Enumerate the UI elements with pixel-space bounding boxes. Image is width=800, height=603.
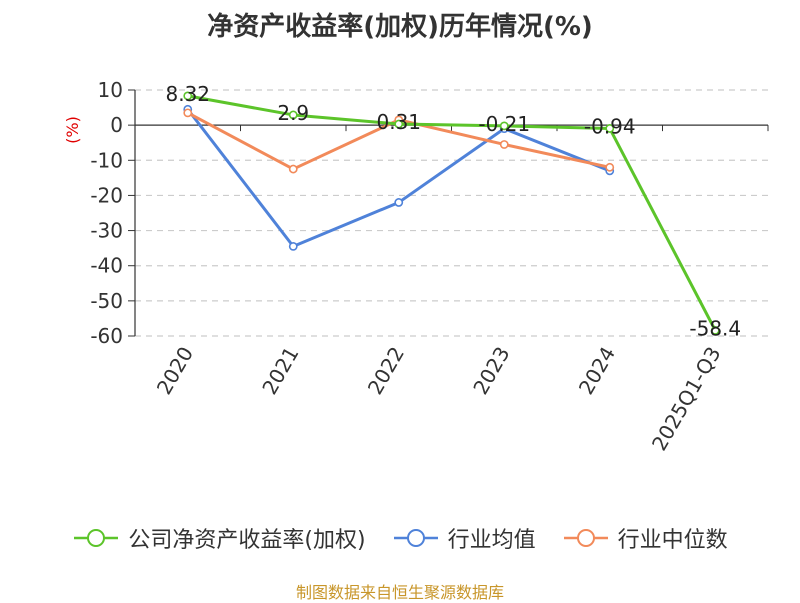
- y-tick-label: 0: [110, 113, 123, 137]
- data-labels: 8.32 2.9 0.31 -0.21 -0.94 -58.4: [165, 82, 741, 340]
- y-tick-label: -10: [90, 148, 123, 172]
- data-point: [183, 91, 193, 101]
- legend-item[interactable]: 公司净资产收益率(加权): [72, 522, 366, 554]
- y-tick-label: 10: [98, 78, 123, 102]
- legend-swatch: [74, 529, 119, 547]
- x-tick-label: 2022: [363, 343, 409, 399]
- data-point: [394, 119, 404, 129]
- data-label: -58.4: [689, 316, 741, 340]
- data-label: -0.94: [584, 114, 636, 138]
- x-tick-label: 2023: [468, 343, 514, 399]
- legend-swatch: [563, 529, 608, 547]
- data-point: [605, 162, 615, 172]
- legend-item[interactable]: 行业均值: [392, 522, 536, 554]
- data-point: [499, 140, 509, 149]
- y-tick-label: -60: [90, 324, 123, 348]
- axes: 10 0 -10 -20 -30 -40 -50 -60 (%) 2020 2021 2022 2023…: [63, 78, 769, 455]
- legend-item[interactable]: 行业中位数: [562, 522, 728, 554]
- y-tick-label: -20: [90, 183, 123, 207]
- legend-swatch: [393, 529, 438, 547]
- data-label: 0.31: [376, 110, 421, 134]
- x-tick-label: 2024: [574, 343, 620, 399]
- data-point: [288, 241, 298, 251]
- data-point: [710, 325, 720, 335]
- x-tick-label: 2020: [152, 343, 198, 399]
- legend: 公司净资产收益率(加权) 行业均值 行业中位数: [0, 520, 800, 556]
- data-point: [288, 110, 298, 120]
- y-tick-label: -40: [90, 254, 123, 278]
- data-label: 2.9: [277, 101, 309, 125]
- data-label: 8.32: [165, 82, 210, 106]
- legend-swatch-marker: [406, 529, 425, 547]
- data-point: [499, 121, 509, 131]
- y-tick-label: -50: [90, 289, 123, 313]
- series-lines: [183, 91, 720, 335]
- legend-label: 行业中位数: [617, 528, 728, 553]
- data-point: [288, 164, 298, 174]
- legend-label: 行业均值: [447, 528, 536, 553]
- series-line: [187, 94, 717, 332]
- legend-label: 公司净资产收益率(加权): [128, 528, 366, 553]
- data-label: -0.21: [478, 112, 530, 136]
- data-point: [183, 108, 193, 118]
- y-tick-label: -30: [90, 219, 123, 243]
- line-chart: 10 0 -10 -20 -30 -40 -50 -60 (%) 2020 2021 2022 2023…: [63, 78, 769, 455]
- source-note: 制图数据来自恒生聚源数据库: [295, 583, 504, 602]
- legend-swatch-marker: [87, 529, 106, 547]
- chart-title: 净资产收益率(加权)历年情况(%): [207, 12, 593, 42]
- data-point: [605, 124, 615, 133]
- x-tick-label: 2021: [257, 343, 303, 399]
- x-tick-label: 2025Q1-Q3: [647, 343, 726, 455]
- legend-swatch-marker: [576, 529, 595, 547]
- y-axis-label: (%): [63, 116, 82, 144]
- data-point: [394, 198, 404, 207]
